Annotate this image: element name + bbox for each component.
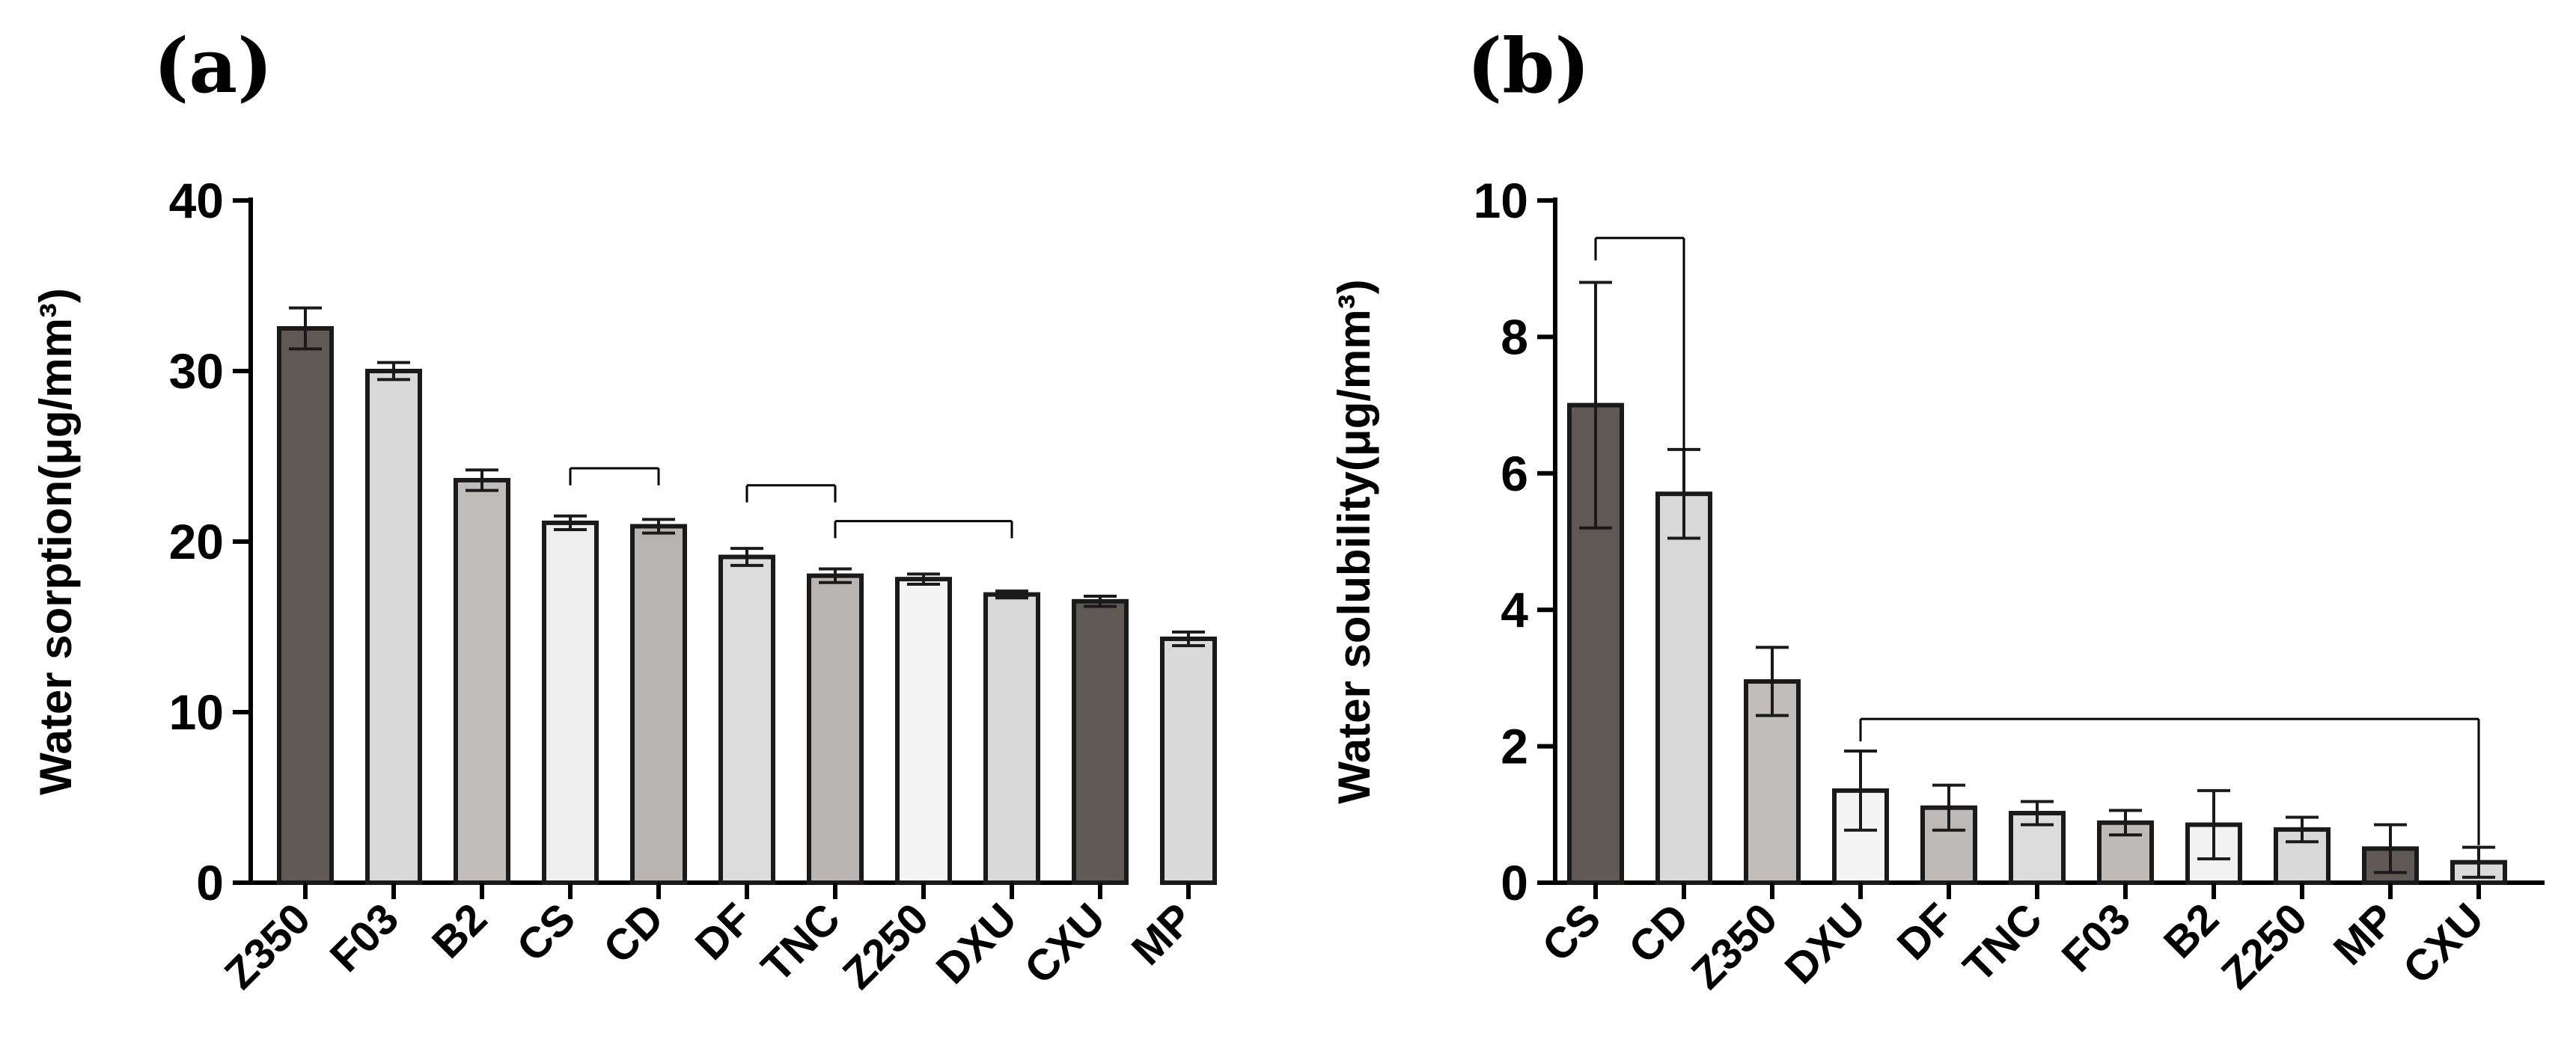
significance-bracket-dxu-cxu	[1859, 717, 2480, 845]
y-axis-title: Water solubility(μg/mm³)	[1329, 279, 1379, 803]
category-label-cxu: CXU	[1016, 894, 1115, 993]
category-label-df: DF	[686, 894, 762, 969]
category-label-z250: Z250	[834, 894, 938, 998]
y-tick-label: 0	[196, 855, 224, 910]
panel-letter-b: (b)	[1467, 22, 1590, 110]
category-label-dxu: DXU	[927, 894, 1027, 993]
bar-df	[718, 554, 775, 886]
category-label-mp: MP	[2325, 894, 2405, 974]
category-label-mp: MP	[1123, 894, 1203, 974]
category-label-z350: Z350	[1682, 894, 1786, 998]
y-tick-label: 6	[1501, 446, 1528, 501]
y-tick-label: 0	[1501, 855, 1528, 910]
category-label-df: DF	[1888, 894, 1964, 969]
category-label-cs: CS	[507, 894, 585, 971]
category-label-cd: CD	[594, 894, 673, 972]
y-tick-label: 4	[1501, 582, 1528, 637]
bar-z250	[895, 577, 952, 885]
bar-z350	[277, 326, 334, 885]
category-label-f03: F03	[321, 894, 409, 981]
significance-bracket-cs-cd	[1594, 236, 1685, 450]
y-tick-label: 8	[1501, 309, 1528, 364]
significance-bracket-tnc-dxu	[834, 520, 1013, 539]
category-label-z350: Z350	[216, 894, 320, 998]
bar-dxu	[983, 592, 1040, 885]
chart-water-sorption: 0 10 20 30 40 Water sorption(μg/mm³) Z350 F03 B2…	[31, 173, 1217, 999]
category-label-tnc: TNC	[1954, 894, 2051, 991]
category-label-cs: CS	[1533, 894, 1610, 971]
significance-bracket-df-tnc	[745, 484, 837, 503]
y-tick-label: 20	[169, 514, 224, 569]
category-label-tnc: TNC	[752, 894, 849, 991]
bar-cs	[542, 520, 599, 885]
category-label-f03: F03	[2053, 894, 2140, 981]
panel-letter-a: (a)	[153, 22, 273, 110]
bar-cd	[1655, 491, 1712, 885]
bar-tnc	[807, 573, 864, 885]
y-tick-label: 40	[169, 173, 224, 228]
category-label-dxu: DXU	[1776, 894, 1875, 993]
category-label-b2: B2	[2155, 894, 2228, 967]
category-label-b2: B2	[423, 894, 496, 967]
bar-cxu	[1072, 598, 1129, 885]
y-tick-label: 10	[1474, 173, 1528, 228]
significance-bracket-cs-cd	[569, 467, 660, 485]
category-label-cxu: CXU	[2394, 894, 2494, 993]
y-tick-label: 10	[169, 684, 224, 740]
bar-mp	[1160, 636, 1217, 886]
y-tick-label: 2	[1501, 719, 1528, 774]
y-axis-title: Water sorption(μg/mm³)	[31, 288, 81, 795]
bar-b2	[454, 477, 510, 885]
category-label-z250: Z250	[2212, 894, 2316, 998]
bar-f03	[365, 369, 422, 885]
y-tick-label: 30	[169, 343, 224, 399]
bar-cd	[630, 524, 687, 885]
